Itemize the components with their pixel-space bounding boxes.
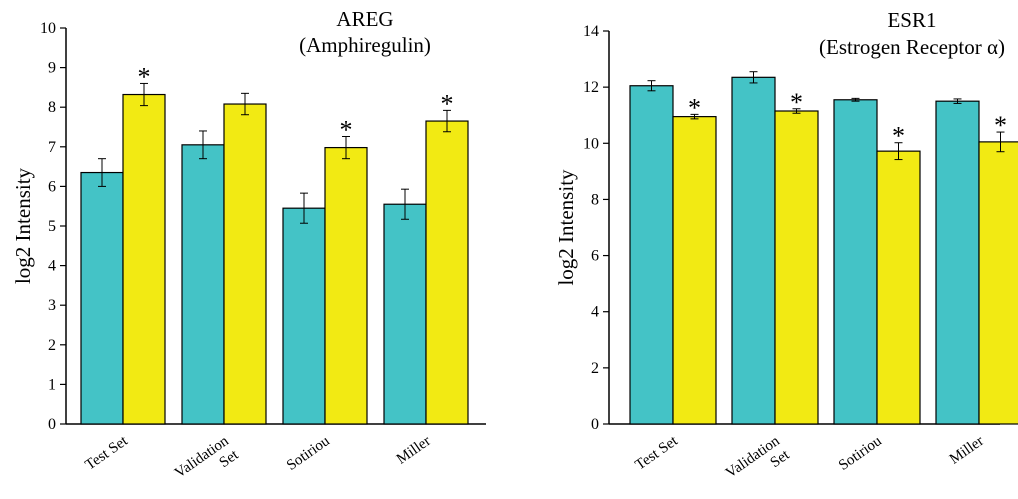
x-tick-label-line: Test Set bbox=[632, 433, 681, 474]
y-tick-label: 3 bbox=[48, 297, 56, 314]
bar-yellow bbox=[774, 110, 819, 425]
x-tick-label-line: Test Set bbox=[82, 433, 131, 474]
x-tick-label: Sotiriou bbox=[284, 433, 333, 474]
x-tick-label: Test Set bbox=[82, 433, 131, 474]
chart-title: AREG bbox=[336, 7, 393, 31]
x-tick-label: Miller bbox=[394, 433, 434, 468]
y-axis-label: log2 Intensity bbox=[554, 169, 578, 286]
y-tick-label: 12 bbox=[583, 79, 599, 96]
x-tick-label-line: Sotiriou bbox=[284, 433, 333, 474]
y-tick-label: 1 bbox=[48, 376, 56, 393]
x-tick-label: Miller bbox=[947, 433, 987, 468]
bar-yellow bbox=[122, 93, 166, 425]
y-tick-label: 10 bbox=[583, 135, 599, 152]
significance-star: * bbox=[688, 93, 701, 122]
y-tick-label: 4 bbox=[591, 304, 599, 321]
bar-teal bbox=[935, 100, 980, 425]
bar-teal bbox=[282, 207, 326, 425]
bar-teal bbox=[731, 76, 776, 425]
y-tick-label: 2 bbox=[48, 337, 56, 354]
y-tick-label: 0 bbox=[48, 416, 56, 433]
x-tick-label-line: Miller bbox=[947, 433, 987, 468]
x-tick-label-line: Sotiriou bbox=[836, 433, 885, 474]
y-tick-label: 8 bbox=[591, 191, 599, 208]
y-tick-label: 9 bbox=[48, 60, 56, 77]
x-tick-label: Test Set bbox=[632, 433, 681, 474]
bar-yellow bbox=[876, 150, 921, 425]
significance-star: * bbox=[441, 89, 454, 118]
bar-teal bbox=[383, 203, 427, 425]
chart-subtitle: (Estrogen Receptor α) bbox=[819, 35, 1005, 59]
y-tick-label: 2 bbox=[591, 360, 599, 377]
x-tick-label-line: Miller bbox=[394, 433, 434, 468]
significance-star: * bbox=[138, 62, 151, 91]
chart-1: AREG(Amphiregulin) log2 Intensity 0 1 2 3 4 5 6 7… bbox=[11, 7, 486, 482]
x-tick-label: Sotiriou bbox=[836, 433, 885, 474]
bar-yellow bbox=[425, 120, 469, 425]
bar-teal bbox=[629, 85, 674, 425]
y-tick-label: 6 bbox=[591, 248, 599, 265]
significance-star: * bbox=[994, 111, 1007, 140]
y-tick-label: 6 bbox=[48, 178, 56, 195]
chart-2: ESR1 (Estrogen Receptor α) log2 Intensity 0… bbox=[554, 8, 1018, 482]
y-axis-label: log2 Intensity bbox=[11, 167, 35, 284]
bar-yellow bbox=[672, 116, 717, 425]
y-tick-label: 5 bbox=[48, 218, 56, 235]
y-tick-label: 4 bbox=[48, 258, 56, 275]
significance-star: * bbox=[340, 116, 353, 145]
bar-yellow bbox=[324, 146, 368, 425]
y-tick-label: 8 bbox=[48, 99, 56, 116]
chart-subtitle: (Amphiregulin) bbox=[299, 33, 431, 57]
bar-yellow bbox=[978, 141, 1018, 425]
y-tick-label: 10 bbox=[40, 20, 56, 37]
y-tick-label: 7 bbox=[48, 139, 56, 156]
significance-star: * bbox=[790, 88, 803, 117]
bar-yellow bbox=[223, 103, 267, 425]
bar-teal bbox=[181, 144, 225, 425]
bar-teal bbox=[833, 99, 878, 425]
significance-star: * bbox=[892, 122, 905, 151]
y-tick-label: 14 bbox=[583, 23, 599, 40]
chart-title: ESR1 bbox=[887, 8, 936, 32]
bar-teal bbox=[80, 171, 124, 425]
y-tick-label: 0 bbox=[591, 416, 599, 433]
